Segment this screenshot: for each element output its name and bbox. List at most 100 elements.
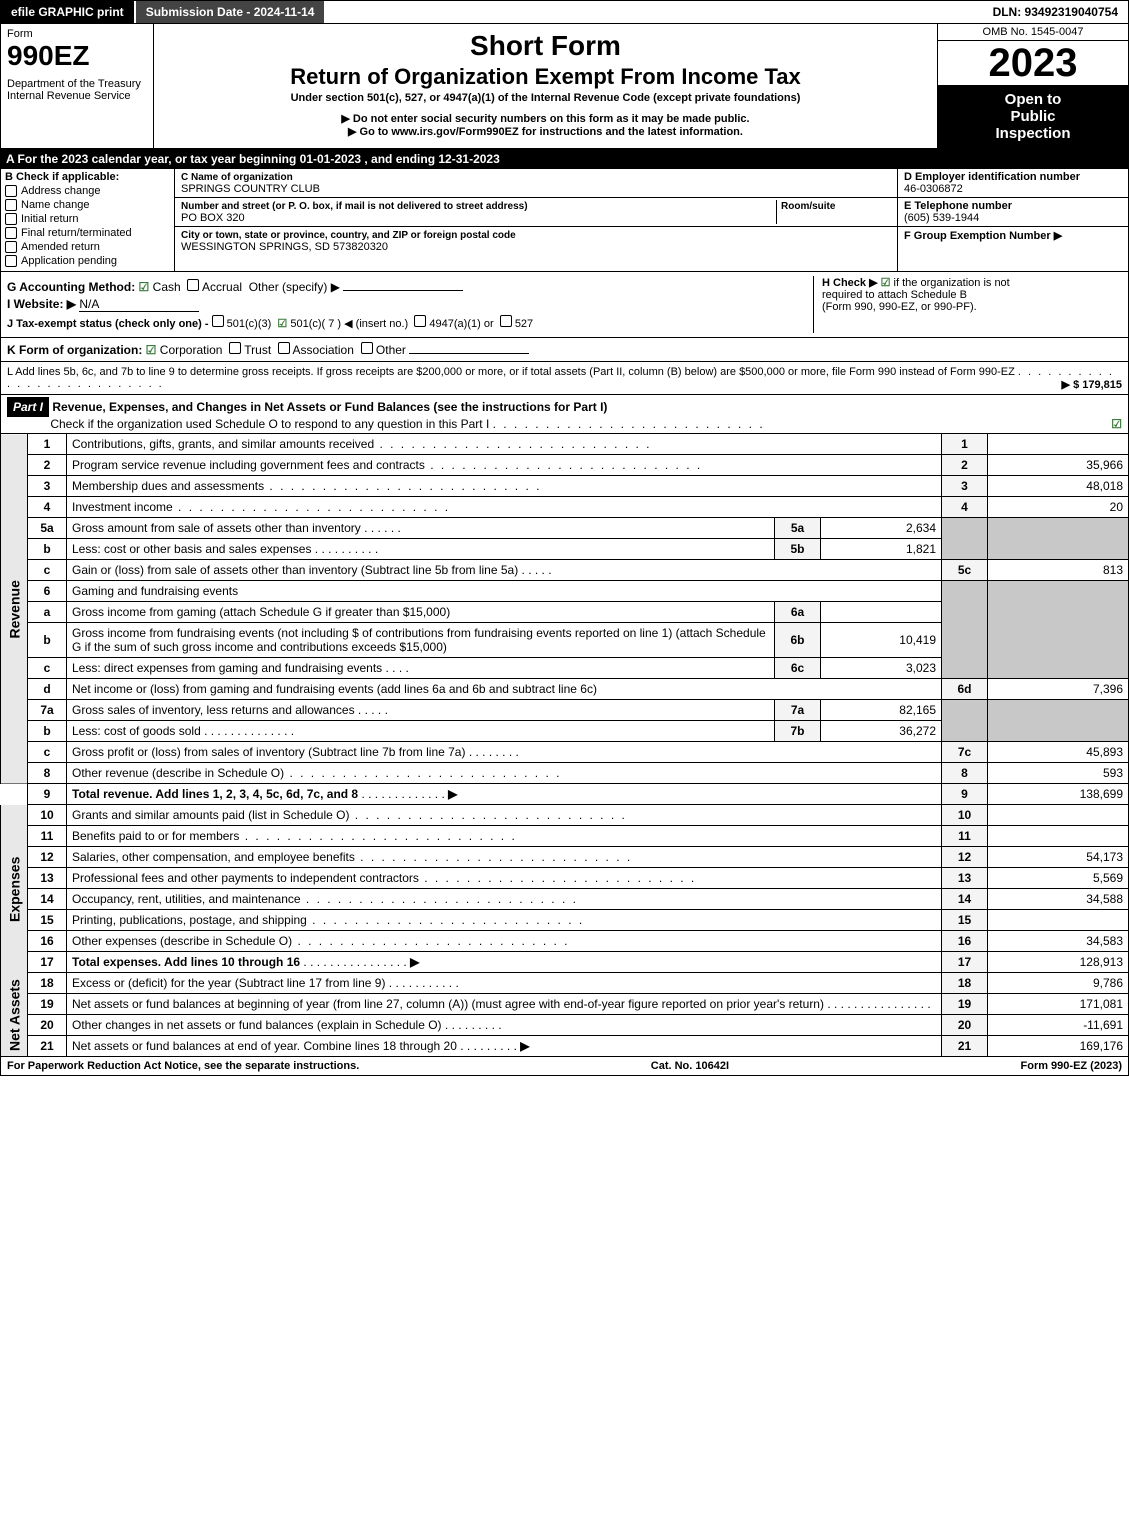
- l1-val: [988, 434, 1129, 455]
- section-c: C Name of organization SPRINGS COUNTRY C…: [175, 169, 897, 271]
- k-trust: Trust: [244, 343, 271, 357]
- k-other: Other: [376, 343, 406, 357]
- line-11: 11 Benefits paid to or for members 11: [1, 826, 1129, 847]
- l7c-desc: Gross profit or (loss) from sales of inv…: [72, 745, 465, 759]
- line-7c: c Gross profit or (loss) from sales of i…: [1, 742, 1129, 763]
- checkbox-address-change[interactable]: [5, 185, 17, 197]
- header-center: Short Form Return of Organization Exempt…: [154, 24, 937, 148]
- l17-desc: Total expenses. Add lines 10 through 16: [72, 955, 300, 969]
- line-6d: d Net income or (loss) from gaming and f…: [1, 679, 1129, 700]
- checkbox-initial-return[interactable]: [5, 213, 17, 225]
- checkbox-501c3[interactable]: [212, 315, 224, 327]
- line-17: 17 Total expenses. Add lines 10 through …: [1, 952, 1129, 973]
- l6-desc: Gaming and fundraising events: [67, 581, 942, 602]
- checkbox-amended-return[interactable]: [5, 241, 17, 253]
- efile-print-button[interactable]: efile GRAPHIC print: [1, 1, 136, 23]
- line-10: Expenses 10 Grants and similar amounts p…: [1, 805, 1129, 826]
- inspection-badge: Open to Public Inspection: [938, 85, 1128, 148]
- checkbox-application-pending[interactable]: [5, 255, 17, 267]
- checkbox-501c-checked[interactable]: ☑: [277, 318, 287, 330]
- g-other-input[interactable]: [343, 290, 463, 291]
- l6a-desc: Gross income from gaming (attach Schedul…: [67, 602, 775, 623]
- street: PO BOX 320: [181, 212, 245, 224]
- page-footer: For Paperwork Reduction Act Notice, see …: [0, 1057, 1129, 1076]
- l5a-sub: 2,634: [821, 518, 942, 539]
- part1-header-row: Part I Revenue, Expenses, and Changes in…: [0, 395, 1129, 434]
- l7c-val: 45,893: [988, 742, 1129, 763]
- l8-desc: Other revenue (describe in Schedule O): [72, 766, 284, 780]
- inspection-line1: Open to: [942, 91, 1124, 108]
- checkbox-corporation-checked[interactable]: ☑: [146, 343, 157, 357]
- j-label: J Tax-exempt status (check only one) -: [7, 318, 209, 330]
- l20-val: -11,691: [988, 1015, 1129, 1036]
- submission-date: Submission Date - 2024-11-14: [136, 1, 325, 23]
- l9-arrow: ▶: [448, 787, 457, 801]
- l3-desc: Membership dues and assessments: [72, 479, 264, 493]
- checkbox-name-change[interactable]: [5, 199, 17, 211]
- l13-desc: Professional fees and other payments to …: [72, 871, 419, 885]
- form-number: 990EZ: [7, 40, 147, 72]
- subtitle: Under section 501(c), 527, or 4947(a)(1)…: [164, 92, 927, 104]
- l11-desc: Benefits paid to or for members: [72, 829, 239, 843]
- l6c-sub: 3,023: [821, 658, 942, 679]
- line-5a: 5a Gross amount from sale of assets othe…: [1, 518, 1129, 539]
- l12-val: 54,173: [988, 847, 1129, 868]
- line-j: J Tax-exempt status (check only one) - 5…: [7, 315, 793, 330]
- line-6: 6 Gaming and fundraising events: [1, 581, 1129, 602]
- l5b-sub: 1,821: [821, 539, 942, 560]
- line-15: 15 Printing, publications, postage, and …: [1, 910, 1129, 931]
- l4-val: 20: [988, 497, 1129, 518]
- line-9: 9 Total revenue. Add lines 1, 2, 3, 4, 5…: [1, 784, 1129, 805]
- checkbox-trust[interactable]: [229, 342, 241, 354]
- footer-left: For Paperwork Reduction Act Notice, see …: [7, 1060, 359, 1072]
- checkbox-association[interactable]: [278, 342, 290, 354]
- line-20: 20 Other changes in net assets or fund b…: [1, 1015, 1129, 1036]
- line-19: 19 Net assets or fund balances at beginn…: [1, 994, 1129, 1015]
- j-527: 527: [515, 318, 533, 330]
- header-right: OMB No. 1545-0047 2023 Open to Public In…: [937, 24, 1128, 148]
- l15-val: [988, 910, 1129, 931]
- section-h: H Check ▶ ☑ if the organization is not r…: [813, 276, 1122, 333]
- city-label: City or town, state or province, country…: [181, 230, 516, 241]
- checkbox-4947[interactable]: [414, 315, 426, 327]
- cb-label-amended: Amended return: [21, 241, 100, 253]
- line-i: I Website: ▶ N/A: [7, 297, 793, 312]
- l4-desc: Investment income: [72, 500, 173, 514]
- cb-label-address: Address change: [21, 185, 101, 197]
- line-1: Revenue 1 Contributions, gifts, grants, …: [1, 434, 1129, 455]
- l15-desc: Printing, publications, postage, and shi…: [72, 913, 307, 927]
- checkbox-accrual[interactable]: [187, 279, 199, 291]
- l10-val: [988, 805, 1129, 826]
- line-16: 16 Other expenses (describe in Schedule …: [1, 931, 1129, 952]
- g-accrual: Accrual: [202, 280, 242, 294]
- k-other-input[interactable]: [409, 353, 529, 354]
- department: Department of the Treasury: [7, 78, 147, 90]
- l14-val: 34,588: [988, 889, 1129, 910]
- omb-number: OMB No. 1545-0047: [938, 24, 1128, 41]
- checkbox-cash-checked[interactable]: ☑: [139, 280, 150, 294]
- checkbox-527[interactable]: [500, 315, 512, 327]
- form-word: Form: [7, 28, 147, 40]
- room-label: Room/suite: [781, 201, 835, 212]
- top-bar: efile GRAPHIC print Submission Date - 20…: [0, 0, 1129, 24]
- dln: DLN: 93492319040754: [983, 1, 1128, 23]
- section-def: D Employer identification number 46-0306…: [897, 169, 1128, 271]
- checkbox-other-org[interactable]: [361, 342, 373, 354]
- checkbox-h-checked[interactable]: ☑: [881, 277, 891, 289]
- line-13: 13 Professional fees and other payments …: [1, 868, 1129, 889]
- city: WESSINGTON SPRINGS, SD 573820320: [181, 241, 388, 253]
- line-7a: 7a Gross sales of inventory, less return…: [1, 700, 1129, 721]
- warning-link[interactable]: ▶ Go to www.irs.gov/Form990EZ for instru…: [164, 125, 927, 138]
- l21-desc: Net assets or fund balances at end of ye…: [72, 1039, 457, 1053]
- d-label: D Employer identification number: [904, 171, 1080, 183]
- org-name: SPRINGS COUNTRY CLUB: [181, 183, 320, 195]
- line-3: 3 Membership dues and assessments 3 48,0…: [1, 476, 1129, 497]
- k-assoc: Association: [293, 343, 354, 357]
- f-label: F Group Exemption Number ▶: [904, 230, 1062, 242]
- checkbox-schedule-o-checked[interactable]: ☑: [1111, 417, 1122, 431]
- l13-val: 5,569: [988, 868, 1129, 889]
- line-4: 4 Investment income 4 20: [1, 497, 1129, 518]
- checkbox-final-return[interactable]: [5, 227, 17, 239]
- line-8: 8 Other revenue (describe in Schedule O)…: [1, 763, 1129, 784]
- revenue-side-label: Revenue: [1, 434, 28, 784]
